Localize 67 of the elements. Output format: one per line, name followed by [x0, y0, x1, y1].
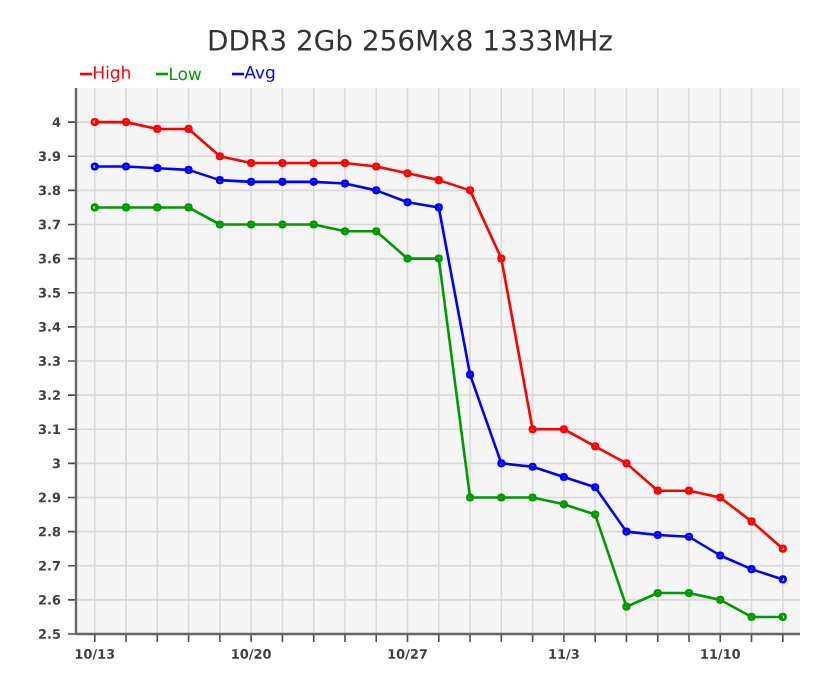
point	[747, 565, 756, 574]
point	[153, 164, 162, 173]
point	[278, 220, 287, 229]
point	[184, 203, 193, 212]
point	[528, 462, 537, 471]
point	[465, 493, 475, 502]
point	[215, 220, 224, 229]
point	[716, 493, 725, 502]
point	[309, 177, 318, 186]
point	[465, 370, 475, 379]
point	[309, 220, 318, 229]
legend-label: Low	[170, 67, 202, 81]
point	[559, 500, 568, 509]
point	[591, 510, 600, 519]
point	[403, 198, 412, 207]
point	[434, 203, 443, 212]
point	[747, 612, 756, 622]
point	[184, 124, 193, 134]
point	[372, 162, 381, 171]
point	[215, 152, 224, 161]
point	[591, 483, 600, 492]
legend-label: Avg	[244, 66, 275, 82]
point	[622, 602, 631, 611]
point	[497, 254, 506, 263]
point	[247, 220, 256, 229]
point	[121, 203, 131, 212]
point	[684, 532, 694, 541]
point	[340, 227, 350, 236]
point	[121, 118, 131, 127]
point	[684, 588, 694, 598]
point	[716, 551, 725, 560]
point	[309, 158, 318, 168]
point	[465, 186, 475, 195]
point	[528, 425, 537, 434]
point	[278, 177, 287, 186]
legend-label: High	[94, 65, 130, 83]
point	[372, 227, 381, 236]
point	[247, 177, 256, 186]
point	[403, 169, 412, 178]
point	[403, 254, 412, 263]
point	[340, 179, 350, 188]
point	[153, 124, 162, 134]
point	[591, 442, 600, 451]
point	[434, 176, 443, 185]
point	[215, 176, 224, 185]
point	[559, 472, 568, 482]
point	[716, 595, 725, 604]
point	[653, 588, 662, 598]
point	[622, 459, 631, 468]
point	[528, 493, 537, 502]
point	[497, 459, 506, 468]
point	[434, 254, 443, 263]
point	[121, 162, 131, 171]
point	[684, 486, 694, 495]
point	[622, 527, 631, 536]
point	[247, 158, 256, 168]
point	[153, 203, 162, 212]
point	[653, 486, 662, 495]
point	[278, 158, 287, 168]
point	[747, 517, 756, 526]
chart-title: DDR3 2Gb 256Mx8 1333MHz	[209, 29, 612, 51]
point	[184, 165, 193, 174]
point	[653, 530, 662, 540]
point	[497, 493, 506, 502]
point	[340, 158, 350, 168]
point	[559, 425, 568, 434]
point	[372, 186, 381, 195]
